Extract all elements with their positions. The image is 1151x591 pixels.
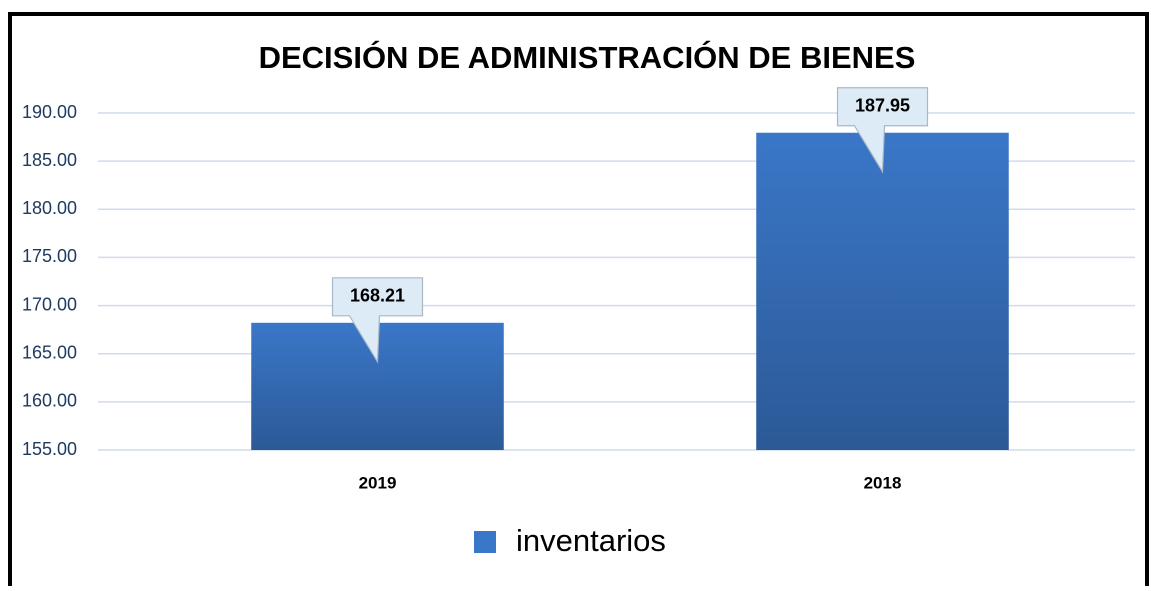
chart-title: DECISIÓN DE ADMINISTRACIÓN DE BIENES [259, 39, 916, 75]
y-tick-label: 155.00 [22, 439, 77, 459]
legend-label: inventarios [516, 523, 666, 558]
x-tick-label: 2018 [864, 473, 902, 492]
bar-shade [756, 132, 1009, 450]
y-tick-label: 165.00 [22, 342, 77, 362]
y-tick-label: 170.00 [22, 294, 77, 314]
y-tick-label: 185.00 [22, 150, 77, 170]
data-label: 168.21 [350, 286, 405, 306]
y-tick-label: 180.00 [22, 198, 77, 218]
y-tick-label: 175.00 [22, 246, 77, 266]
y-tick-label: 190.00 [22, 102, 77, 122]
callout [331, 277, 424, 364]
y-tick-label: 160.00 [22, 391, 77, 411]
x-tick-label: 2019 [359, 473, 397, 492]
legend-swatch [474, 531, 496, 553]
data-label: 187.95 [855, 95, 910, 115]
callout [836, 87, 929, 174]
